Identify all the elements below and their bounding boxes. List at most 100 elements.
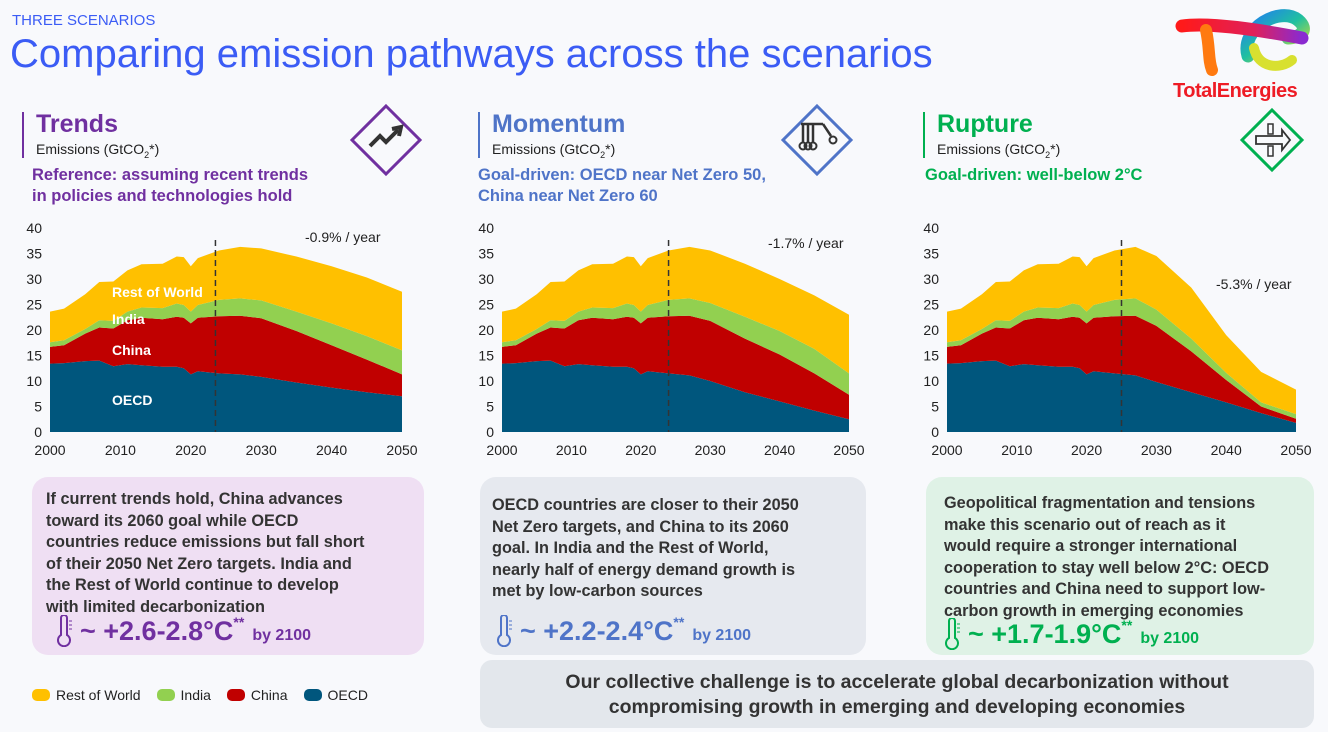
area-rest-of-world [947, 246, 1296, 415]
trending-up-icon [349, 103, 423, 177]
x-tick-label: 2040 [316, 442, 347, 458]
x-tick-label: 2050 [833, 442, 864, 458]
scenario-subtitle-rupture: Goal-driven: well-below 2°C [925, 166, 1143, 184]
x-tick-label: 2030 [1141, 442, 1172, 458]
y-tick-label: 20 [478, 322, 494, 338]
y-tick-label: 0 [486, 424, 494, 440]
totalenergies-logo: TotalEnergies [1170, 8, 1315, 104]
y-tick-label: 30 [923, 271, 939, 287]
x-tick-label: 2010 [1001, 442, 1032, 458]
rupture-accent-bar [923, 112, 925, 158]
y-tick-label: 5 [931, 399, 939, 415]
unit-label-momentum: Emissions (GtCO2*) [492, 141, 616, 160]
growth-rate-annotation: -0.9% / year [305, 229, 381, 245]
y-tick-label: 35 [478, 246, 494, 262]
series-label-india: India [112, 311, 145, 327]
y-tick-label: 40 [923, 220, 939, 236]
trends-summary-box: If current trends hold, China advances to… [32, 477, 424, 655]
y-tick-label: 0 [931, 424, 939, 440]
area-oecd [50, 360, 402, 432]
rupture-summary-box: Geopolitical fragmentation and tensions m… [926, 477, 1314, 655]
y-tick-label: 30 [478, 271, 494, 287]
rupture-summary-text: Geopolitical fragmentation and tensions m… [944, 494, 1269, 620]
area-rest-of-world [50, 246, 402, 351]
unit-label-trends: Emissions (GtCO2*) [36, 141, 160, 160]
x-tick-label: 2040 [764, 442, 795, 458]
y-tick-label: 5 [34, 399, 42, 415]
growth-rate-annotation: -1.7% / year [768, 235, 844, 251]
y-tick-label: 20 [26, 322, 42, 338]
x-tick-label: 2000 [486, 442, 517, 458]
momentum-summary-box: OECD countries are closer to their 2050 N… [480, 477, 866, 655]
collective-challenge-banner: Our collective challenge is to accelerat… [480, 660, 1314, 728]
y-tick-label: 25 [26, 297, 42, 313]
trends-emissions-chart: 0 5 10 15 20 25 30 35 40 2000 2010 2020 2030 2040 2050… [26, 220, 417, 458]
y-tick-label: 30 [26, 271, 42, 287]
y-tick-label: 15 [26, 348, 42, 364]
y-tick-label: 0 [34, 424, 42, 440]
chart-legend: Rest of World India China OECD [32, 687, 376, 703]
trends-accent-bar [22, 112, 24, 158]
thermometer-icon [497, 615, 512, 647]
x-tick-label: 2030 [246, 442, 277, 458]
y-tick-label: 15 [478, 348, 494, 364]
rupture-temperature: ~ +1.7-1.9°C** by 2100 [944, 617, 1199, 650]
x-tick-label: 2040 [1211, 442, 1242, 458]
momentum-emissions-chart: 0 5 10 15 20 25 30 35 40 2000 2010 2020 2030 2040 2050… [478, 220, 864, 458]
scenario-title-momentum: Momentum [492, 110, 626, 138]
x-tick-label: 2020 [625, 442, 656, 458]
page-title: Comparing emission pathways across the s… [10, 32, 933, 76]
area-china [502, 315, 849, 420]
y-tick-label: 25 [923, 297, 939, 313]
y-tick-label: 40 [26, 220, 42, 236]
y-tick-label: 25 [478, 297, 494, 313]
y-tick-label: 15 [923, 348, 939, 364]
x-tick-label: 2020 [1071, 442, 1102, 458]
area-china [50, 315, 402, 397]
logo-mark-icon [1175, 9, 1310, 76]
x-tick-label: 2050 [1280, 442, 1311, 458]
area-india [502, 298, 849, 395]
unit-label-rupture: Emissions (GtCO2*) [937, 141, 1061, 160]
legend-item-india: India [156, 687, 211, 703]
trends-summary-text: If current trends hold, China advances to… [46, 490, 365, 616]
momentum-summary-text: OECD countries are closer to their 2050 N… [492, 496, 799, 601]
y-tick-label: 10 [478, 373, 494, 389]
series-label-oecd: OECD [112, 392, 152, 408]
y-tick-label: 10 [923, 373, 939, 389]
series-label-china: China [112, 342, 151, 358]
trends-temperature: ~ +2.6-2.8°C** by 2100 [56, 614, 311, 647]
x-tick-label: 2030 [695, 442, 726, 458]
legend-item-rest-of-world: Rest of World [32, 687, 141, 703]
thermometer-icon [57, 615, 72, 647]
section-kicker: THREE SCENARIOS [12, 12, 156, 29]
rupture-emissions-chart: 0 5 10 15 20 25 30 35 40 2000 2010 2020 2030 2040 2050… [923, 220, 1311, 458]
series-label-rest-of-world: Rest of World [112, 284, 203, 300]
momentum-accent-bar [478, 112, 480, 158]
legend-item-china: China [226, 687, 288, 703]
y-tick-label: 10 [26, 373, 42, 389]
y-tick-label: 35 [923, 246, 939, 262]
x-tick-label: 2000 [931, 442, 962, 458]
momentum-temperature: ~ +2.2-2.4°C** by 2100 [496, 614, 751, 647]
x-tick-label: 2010 [105, 442, 136, 458]
area-oecd [947, 360, 1296, 432]
scenario-title-rupture: Rupture [937, 110, 1033, 138]
thermometer-icon [945, 618, 960, 650]
newtons-cradle-icon [780, 103, 854, 177]
growth-rate-annotation: -5.3% / year [1216, 276, 1292, 292]
x-tick-label: 2010 [556, 442, 587, 458]
x-tick-label: 2050 [386, 442, 417, 458]
area-india [50, 298, 402, 375]
x-tick-label: 2020 [175, 442, 206, 458]
area-rest-of-world [502, 246, 849, 374]
breakthrough-arrow-icon [1239, 107, 1305, 173]
area-oecd [502, 360, 849, 432]
area-china [947, 315, 1296, 423]
scenario-subtitle-trends: Reference: assuming recent trends in poli… [32, 166, 309, 205]
y-tick-label: 20 [923, 322, 939, 338]
logo-wordmark: TotalEnergies [1173, 80, 1298, 102]
legend-item-oecd: OECD [303, 687, 368, 703]
y-tick-label: 40 [478, 220, 494, 236]
y-tick-label: 5 [486, 399, 494, 415]
